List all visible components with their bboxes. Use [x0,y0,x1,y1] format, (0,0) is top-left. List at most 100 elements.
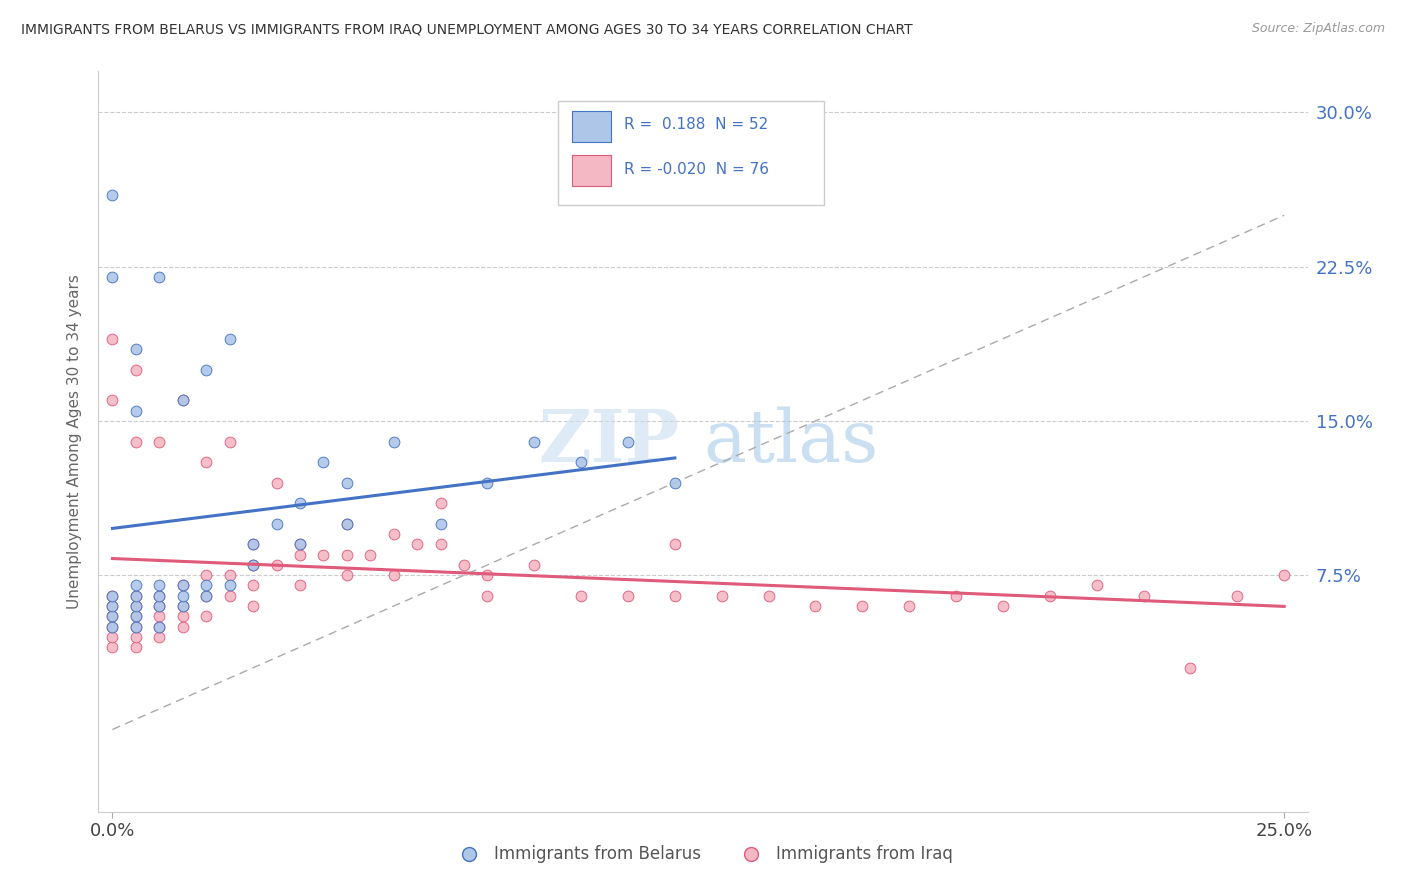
Point [218,568,240,582]
Point [453,558,475,572]
Point [336,475,359,490]
Text: R = -0.020  N = 76: R = -0.020 N = 76 [624,161,769,177]
Point [101,270,124,285]
Text: Source: ZipAtlas.com: Source: ZipAtlas.com [1251,22,1385,36]
Point [172,589,194,603]
Point [382,527,405,541]
Point [336,516,359,531]
Text: R =  0.188  N = 52: R = 0.188 N = 52 [624,117,769,132]
Point [148,589,170,603]
Point [172,599,194,613]
Point [148,578,170,592]
Point [125,619,148,633]
Point [477,568,499,582]
Point [101,599,124,613]
Point [242,537,264,551]
Point [101,187,124,202]
Point [101,599,124,613]
Point [125,362,148,376]
Point [218,578,240,592]
Point [523,434,546,449]
Point [125,589,148,603]
Point [617,589,640,603]
Point [382,568,405,582]
Point [148,599,170,613]
Point [1180,661,1202,675]
Point [148,270,170,285]
Point [1039,589,1062,603]
Point [991,599,1014,613]
Point [851,599,873,613]
Point [195,589,218,603]
Point [406,537,429,551]
Point [288,578,311,592]
Point [266,516,288,531]
Point [172,599,194,613]
Text: atlas: atlas [703,406,879,477]
Point [569,455,592,469]
Point [101,630,124,644]
Point [477,589,499,603]
Point [617,434,640,449]
Point [172,578,194,592]
Point [172,393,194,408]
Point [664,475,686,490]
Point [125,609,148,624]
Point [1085,578,1108,592]
Point [101,589,124,603]
Point [101,393,124,408]
Point [195,578,218,592]
Point [242,578,264,592]
Text: ZIP: ZIP [538,406,679,477]
Point [148,619,170,633]
Point [710,589,733,603]
Point [125,578,148,592]
Point [148,434,170,449]
Point [101,589,124,603]
Point [898,599,921,613]
FancyBboxPatch shape [558,101,824,204]
Point [312,548,335,562]
Point [125,630,148,644]
Legend: Immigrants from Belarus, Immigrants from Iraq: Immigrants from Belarus, Immigrants from… [446,838,960,870]
Point [288,537,311,551]
Point [195,362,218,376]
Point [359,548,381,562]
Point [336,568,359,582]
Point [218,332,240,346]
Point [125,599,148,613]
Point [101,619,124,633]
Point [125,342,148,356]
Point [266,558,288,572]
Point [101,640,124,655]
Y-axis label: Unemployment Among Ages 30 to 34 years: Unemployment Among Ages 30 to 34 years [67,274,83,609]
Point [242,599,264,613]
Point [125,640,148,655]
Point [758,589,780,603]
Point [148,599,170,613]
Point [218,589,240,603]
Point [148,619,170,633]
Point [477,475,499,490]
Point [242,537,264,551]
FancyBboxPatch shape [572,155,612,186]
Point [242,558,264,572]
Point [101,619,124,633]
Point [218,434,240,449]
Point [172,609,194,624]
Point [382,434,405,449]
Point [664,589,686,603]
Point [266,475,288,490]
Point [148,589,170,603]
Point [101,609,124,624]
Point [429,516,451,531]
Point [569,589,592,603]
Point [429,537,451,551]
Point [288,548,311,562]
Point [288,496,311,510]
Point [945,589,967,603]
FancyBboxPatch shape [572,111,612,142]
Point [1132,589,1154,603]
Point [172,619,194,633]
Point [125,589,148,603]
